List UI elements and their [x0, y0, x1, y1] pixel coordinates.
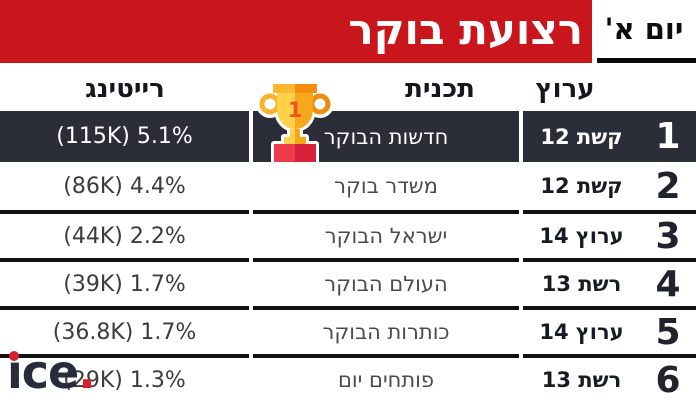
- table-row: (44K) 2.2% ישראל הבוקר ערוץ 14 3: [0, 210, 696, 258]
- rank-number: 3: [640, 210, 696, 258]
- ratings-table-body: (115K) 5.1% חדשות הבוקר קשת 12 1 (86K) 4…: [0, 111, 696, 402]
- program-column-header: תכנית: [405, 74, 475, 104]
- program-name: כותרות הבוקר: [253, 306, 519, 354]
- rank-number: 2: [655, 165, 681, 207]
- channel-name: רשת 13: [523, 258, 640, 306]
- trophy-number: 1: [288, 98, 303, 122]
- channel-column-header: ערוץ: [535, 74, 595, 104]
- table-row: (36.8K) 1.7% כותרות הבוקר ערוץ 14 5: [0, 306, 696, 354]
- banner: רצועת בוקר: [0, 0, 592, 63]
- column-headers: רייטינג תכנית ערוץ: [0, 68, 696, 111]
- day-underline: [597, 58, 696, 63]
- ice-logo-period: .: [78, 345, 96, 399]
- channel-name: קשת 12: [523, 111, 640, 162]
- ice-logo-letters: ıce: [7, 345, 79, 399]
- channel-name: קשת 12: [540, 174, 623, 198]
- rating-value: (29K) 1.3%: [0, 354, 249, 402]
- program-name: משדר בוקר: [334, 174, 438, 198]
- rank-number: 5: [640, 306, 696, 354]
- rank-number: 6: [640, 354, 696, 402]
- ice-logo: ıce.: [7, 345, 96, 399]
- rank-number: 1: [640, 111, 696, 162]
- table-row: (86K) 4.4% משדר בוקר קשת 12 2: [0, 162, 696, 210]
- trophy-first-place-icon: 1: [257, 84, 333, 168]
- ice-logo-red-dot-icon: [9, 351, 19, 361]
- rating-value: (39K) 1.7%: [0, 258, 249, 306]
- day-label: יום א': [604, 12, 684, 46]
- channel-name: רשת 13: [523, 354, 640, 402]
- program-name: ישראל הבוקר: [253, 210, 519, 258]
- rank-number: 4: [640, 258, 696, 306]
- program-name: פותחים יום: [253, 354, 519, 402]
- ice-logo-text: ıce: [7, 345, 79, 399]
- rating-value: (115K) 5.1%: [0, 111, 249, 162]
- table-row: (29K) 1.3% פותחים יום רשת 13 6: [0, 354, 696, 402]
- rating-value: (86K) 4.4%: [63, 173, 186, 199]
- trophy-icon-svg: 1: [257, 84, 333, 165]
- rating-value: (36.8K) 1.7%: [0, 306, 249, 354]
- table-row: (39K) 1.7% העולם הבוקר רשת 13 4: [0, 258, 696, 306]
- banner-title: רצועת בוקר: [348, 4, 583, 54]
- channel-name: ערוץ 14: [523, 210, 640, 258]
- rating-value: (44K) 2.2%: [0, 210, 249, 258]
- table-row: (115K) 5.1% חדשות הבוקר קשת 12 1: [0, 111, 696, 162]
- channel-name: ערוץ 14: [523, 306, 640, 354]
- rating-column-header: רייטינג: [85, 74, 165, 104]
- program-name: העולם הבוקר: [253, 258, 519, 306]
